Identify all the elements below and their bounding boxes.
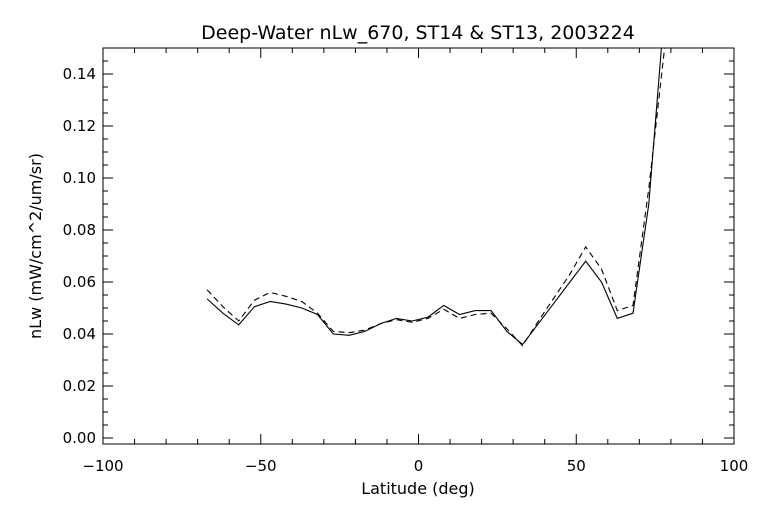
y-tick-label: 0.12 <box>63 117 96 135</box>
y-tick-label: 0.06 <box>63 273 96 291</box>
series-line-dashed <box>206 47 666 347</box>
x-axis: −100 −50 0 50 100 <box>82 48 748 475</box>
y-tick-label: 0.14 <box>63 65 96 83</box>
x-tick-label: 50 <box>567 457 586 475</box>
x-axis-label: Latitude (deg) <box>361 479 475 498</box>
y-axis-label: nLw (mW/cm^2/um/sr) <box>26 153 45 339</box>
chart-title: Deep-Water nLw_670, ST14 & ST13, 2003224 <box>201 22 635 44</box>
series-line-solid <box>206 47 662 346</box>
plot-area-frame <box>102 47 735 445</box>
x-tick-label: −50 <box>245 457 277 475</box>
y-tick-label: 0.00 <box>63 429 96 447</box>
series-group <box>206 47 666 347</box>
x-tick-label: 0 <box>414 457 424 475</box>
x-tick-label: −100 <box>82 457 123 475</box>
y-axis: 0.00 0.02 0.04 0.06 0.08 0.10 0.12 0.14 <box>63 60 734 447</box>
y-tick-label: 0.08 <box>63 221 96 239</box>
x-tick-label: 100 <box>720 457 749 475</box>
y-tick-label: 0.04 <box>63 325 96 343</box>
y-tick-label: 0.10 <box>63 169 96 187</box>
y-tick-label: 0.02 <box>63 377 96 395</box>
